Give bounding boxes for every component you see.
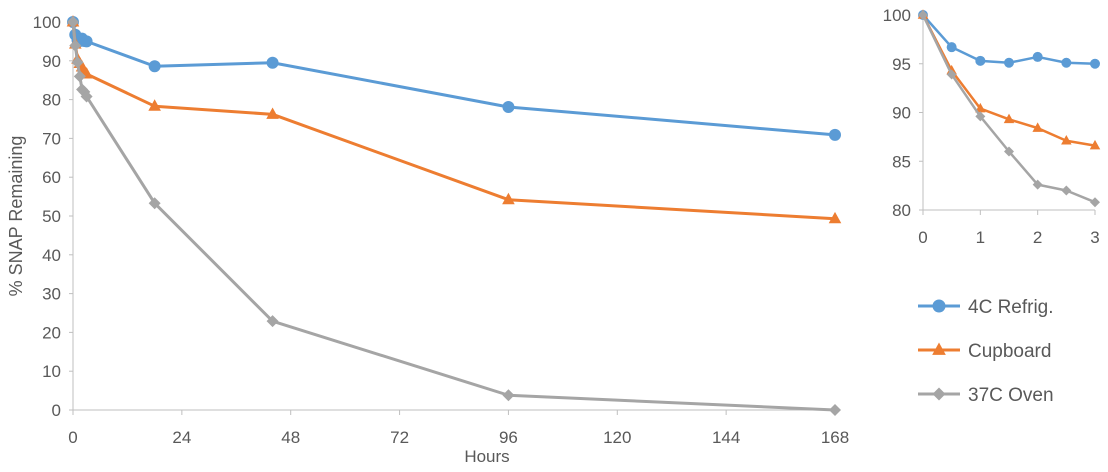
data-point [975, 55, 986, 66]
data-point [266, 315, 279, 328]
data-point [1032, 51, 1043, 62]
data-point [502, 192, 515, 205]
data-point [1032, 122, 1043, 132]
inset-chart: 80 85 90 95 100 0 1 2 3 [883, 6, 1101, 247]
series-cupboard [66, 15, 842, 224]
data-point [69, 39, 82, 52]
legend-item: Cupboard [918, 341, 1051, 362]
y-tick-label: 90 [892, 104, 911, 123]
y-tick-label: 0 [52, 401, 61, 420]
data-point [975, 111, 986, 122]
data-point [1090, 197, 1100, 208]
x-tick-label: 24 [172, 428, 191, 447]
x-tick-label: 3 [1090, 228, 1099, 247]
series-4c-refrig [67, 16, 841, 141]
x-tick-label: 72 [390, 428, 409, 447]
legend-item: 4C Refrig. [918, 297, 1054, 318]
data-point [266, 107, 279, 119]
data-point [829, 128, 841, 141]
legend-label: Cupboard [968, 341, 1051, 362]
series-line [921, 13, 1097, 147]
data-point [1003, 113, 1015, 124]
data-point [1089, 139, 1101, 150]
series-cupboard [917, 9, 1101, 150]
data-point [829, 404, 841, 416]
data-point [73, 70, 86, 83]
series-line [71, 20, 837, 137]
x-tick-label: 168 [821, 428, 849, 447]
legend-label: 37C Oven [968, 385, 1054, 406]
y-tick-label: 100 [33, 13, 61, 32]
data-point [946, 42, 957, 53]
legend-swatch-marker [932, 299, 946, 313]
data-point [266, 56, 279, 69]
y-axis-title: % SNAP Remaining [6, 136, 26, 297]
x-tick-label: 48 [281, 428, 300, 447]
x-tick-label: 0 [68, 428, 77, 447]
x-tick-label: 1 [976, 228, 985, 247]
data-point [1004, 146, 1014, 157]
data-point [1032, 179, 1043, 190]
series-37c-oven [67, 16, 841, 416]
data-point [148, 197, 161, 210]
data-point [946, 69, 957, 80]
y-tick-label: 50 [42, 207, 61, 226]
y-tick-label: 85 [892, 152, 911, 171]
data-point [1004, 57, 1014, 68]
main-chart: 0 10 20 30 40 50 60 70 80 90 100 0 24 48 72 96 120 144 168… [6, 13, 849, 466]
y-tick-label: 10 [42, 362, 61, 381]
x-tick-label: 96 [499, 428, 518, 447]
x-tick-label: 120 [603, 428, 631, 447]
legend-swatch-marker [932, 387, 946, 401]
data-point [502, 389, 515, 402]
data-point [80, 90, 93, 103]
data-point [1090, 58, 1100, 69]
x-tick-label: 144 [712, 428, 740, 447]
data-point [148, 60, 161, 73]
x-tick-label: 2 [1033, 228, 1042, 247]
data-point [918, 10, 928, 20]
x-tick-label: 0 [918, 228, 927, 247]
legend-item: 37C Oven [918, 385, 1054, 406]
legend-label: 4C Refrig. [968, 297, 1054, 318]
data-point [67, 16, 79, 28]
y-tick-label: 70 [42, 129, 61, 148]
series-37c-oven [918, 10, 1100, 208]
data-point [975, 102, 986, 113]
data-point [828, 211, 842, 224]
data-point [1061, 185, 1072, 196]
data-point [502, 100, 515, 113]
y-tick-label: 40 [42, 246, 61, 265]
legend: 4C Refrig. Cupboard 37C Oven [918, 297, 1054, 406]
y-tick-label: 90 [42, 52, 61, 71]
series-line [921, 13, 1097, 65]
x-axis-title: Hours [464, 447, 509, 466]
y-tick-label: 60 [42, 168, 61, 187]
y-tick-label: 30 [42, 285, 61, 304]
data-point [71, 56, 84, 69]
y-tick-label: 80 [42, 91, 61, 110]
y-tick-label: 20 [42, 323, 61, 342]
data-point [80, 35, 93, 48]
series-line [71, 20, 837, 221]
data-point [1061, 57, 1072, 68]
y-tick-label: 80 [892, 201, 911, 220]
series-line [71, 20, 837, 412]
data-point [148, 99, 161, 111]
data-point [1061, 135, 1072, 145]
legend-swatch-marker [932, 342, 946, 355]
y-tick-label: 95 [892, 55, 911, 74]
y-tick-label: 100 [883, 6, 911, 25]
